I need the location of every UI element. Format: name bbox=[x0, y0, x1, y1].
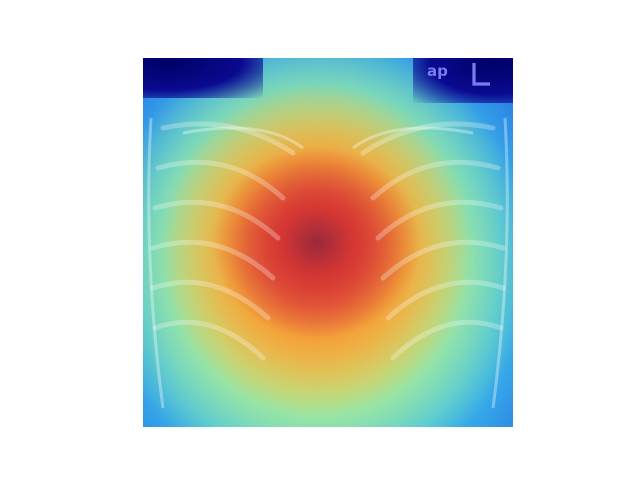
xray-heatmap-image: ap bbox=[143, 58, 513, 427]
projection-marker-ap: ap bbox=[427, 62, 448, 80]
rib-cage-outline bbox=[147, 117, 509, 409]
heatmap-overlay bbox=[143, 58, 513, 427]
shadow-region-right bbox=[413, 58, 513, 103]
shadow-region-left bbox=[143, 58, 263, 98]
side-marker-l bbox=[472, 63, 490, 86]
